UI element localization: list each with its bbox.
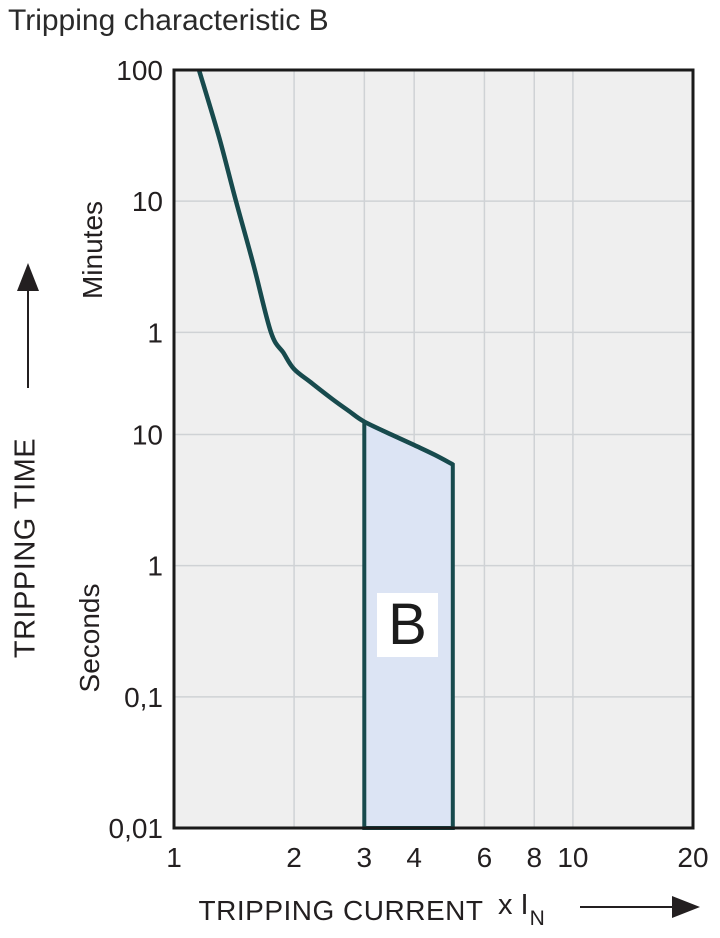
y-tick-label-1: 1 xyxy=(147,317,163,348)
x-tick-label-2: 2 xyxy=(286,842,302,873)
plot-border xyxy=(172,68,695,830)
region-b-label: B xyxy=(377,593,438,657)
y-tick-label-0,1: 0,1 xyxy=(124,682,163,713)
y-axis-section-seconds: Seconds xyxy=(74,583,105,693)
x-axis-unit-subscript: N xyxy=(529,906,545,930)
tripping-curve xyxy=(196,69,454,467)
y-tick-label-0,01: 0,01 xyxy=(109,813,164,844)
x-tick-label-20: 20 xyxy=(677,842,708,873)
y-tick-label-1: 1 xyxy=(147,551,163,582)
chart-title: Tripping characteristic B xyxy=(8,4,329,37)
x-tick-label-3: 3 xyxy=(357,842,373,873)
x-axis-unit: x IN xyxy=(498,889,545,929)
x-tick-label-6: 6 xyxy=(477,842,493,873)
x-tick-label-8: 8 xyxy=(526,842,542,873)
y-axis-section-minutes: Minutes xyxy=(77,200,108,300)
y-tick-label-10: 10 xyxy=(132,186,163,217)
y-tick-label-100: 100 xyxy=(116,55,163,86)
y-tick-label-10: 10 xyxy=(132,419,163,450)
x-axis-title: TRIPPING CURRENT xyxy=(198,895,484,926)
x-tick-label-1: 1 xyxy=(166,842,182,873)
right-arrow-icon xyxy=(672,896,700,918)
x-tick-label-10: 10 xyxy=(557,842,588,873)
up-arrow-icon xyxy=(17,263,39,291)
y-axis-title: TRIPPING TIME xyxy=(9,437,42,659)
x-tick-label-4: 4 xyxy=(406,842,422,873)
x-axis-unit-prefix: x I xyxy=(498,889,529,922)
